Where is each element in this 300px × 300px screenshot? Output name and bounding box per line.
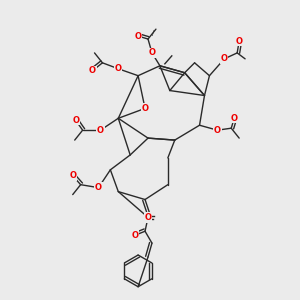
Text: O: O xyxy=(95,183,102,192)
Text: O: O xyxy=(115,64,122,73)
Text: O: O xyxy=(214,126,221,135)
Text: O: O xyxy=(97,126,104,135)
Text: O: O xyxy=(148,48,155,57)
Text: O: O xyxy=(231,114,238,123)
Text: O: O xyxy=(236,37,243,46)
Text: O: O xyxy=(221,54,228,63)
Text: O: O xyxy=(135,32,142,40)
Text: O: O xyxy=(132,231,139,240)
Text: /: / xyxy=(152,30,154,36)
Text: O: O xyxy=(89,66,96,75)
Text: O: O xyxy=(72,116,79,125)
Text: O: O xyxy=(142,104,148,113)
Text: O: O xyxy=(145,213,152,222)
Text: O: O xyxy=(69,171,76,180)
